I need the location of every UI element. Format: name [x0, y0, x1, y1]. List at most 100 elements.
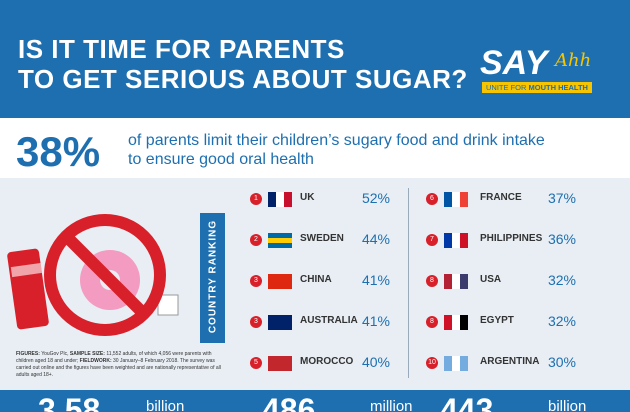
rank-badge: 3	[250, 275, 262, 287]
flag-stripe	[452, 274, 460, 289]
flag-stripe	[444, 356, 452, 371]
country-name: ARGENTINA	[480, 356, 540, 367]
ranking-row: 8 EGYPT 32%	[426, 312, 586, 332]
flag-stripe	[284, 274, 292, 289]
footnote-text: 11,552 adults, of which 4,056 were paren…	[16, 351, 212, 364]
percent: 37%	[547, 190, 576, 206]
rank-badge: 8	[426, 275, 438, 287]
stat-number: 3.58	[38, 392, 101, 412]
flag-stripe	[460, 315, 468, 330]
footnote-text: 30 January–8 February 2018. The survey w…	[16, 358, 221, 378]
country-name: UK	[300, 192, 315, 203]
flag-stripe	[276, 274, 284, 289]
flag	[268, 356, 292, 371]
flag	[444, 233, 468, 248]
headline-text-line: of parents limit their children’s sugary…	[128, 132, 545, 149]
rank-badge: 3	[250, 316, 262, 328]
ranking-row: 2 SWEDEN 44%	[250, 230, 410, 250]
stat-unit: billion	[146, 398, 185, 412]
ranking-label: COUNTRY RANKING	[207, 219, 219, 334]
flag-stripe	[452, 233, 460, 248]
flag-stripe	[284, 356, 292, 371]
flag	[268, 315, 292, 330]
country-name: USA	[480, 274, 502, 285]
flag-stripe	[444, 233, 452, 248]
footnote: FIGURES: YouGov Plc, SAMPLE SIZE: 11,552…	[16, 351, 226, 379]
tagline-prefix: UNITE FOR	[486, 83, 527, 92]
ranking-label-box	[200, 213, 225, 343]
percent: 32%	[547, 313, 576, 329]
country-name: EGYPT	[480, 315, 514, 326]
percent: 36%	[547, 231, 576, 247]
flag-stripe	[268, 315, 276, 330]
rank-badge: 5	[250, 357, 262, 369]
footnote-text: YouGov Plc,	[39, 351, 70, 357]
rank-badge: 8	[426, 316, 438, 328]
stat-number: 443	[440, 392, 494, 412]
flag-stripe	[268, 238, 292, 243]
flag-stripe	[284, 315, 292, 330]
logo-main: SAY	[480, 44, 548, 82]
footnote-label: FIELDWORK:	[79, 358, 112, 364]
ranking-row: 3 AUSTRALIA 41%	[250, 312, 410, 332]
flag	[444, 315, 468, 330]
column-divider	[408, 188, 409, 378]
logo-tagline: UNITE FOR MOUTH HEALTH	[482, 82, 592, 93]
flag-stripe	[460, 233, 468, 248]
percent: 41%	[361, 272, 390, 288]
ranking-row: 10 ARGENTINA 30%	[426, 353, 586, 373]
country-name: FRANCE	[480, 192, 522, 203]
stat-unit: million	[370, 398, 413, 412]
flag-stripe	[444, 315, 452, 330]
percent: 40%	[361, 354, 390, 370]
flag-stripe	[268, 192, 276, 207]
rank-badge: 7	[426, 234, 438, 246]
ranking-row: 5 MOROCCO 40%	[250, 353, 410, 373]
flag-stripe	[444, 274, 452, 289]
flag-stripe	[268, 274, 276, 289]
flag	[444, 192, 468, 207]
country-name: MOROCCO	[300, 356, 354, 367]
flag-stripe	[452, 192, 460, 207]
flag-stripe	[268, 243, 292, 248]
percent: 41%	[361, 313, 390, 329]
flag-stripe	[452, 356, 460, 371]
ranking-row: 3 CHINA 41%	[250, 271, 410, 291]
rank-badge: 10	[426, 357, 438, 369]
flag-stripe	[276, 356, 284, 371]
flag	[268, 274, 292, 289]
rank-badge: 1	[250, 193, 262, 205]
header-band	[0, 0, 630, 118]
stat-number: 486	[262, 392, 316, 412]
bottom-band	[0, 390, 630, 412]
tagline-bold: MOUTH HEALTH	[528, 83, 588, 92]
headline-stat: 38%	[16, 128, 101, 175]
country-name: PHILIPPINES	[480, 233, 543, 244]
percent: 30%	[547, 354, 576, 370]
rank-badge: 2	[250, 234, 262, 246]
flag	[444, 274, 468, 289]
flag-stripe	[268, 356, 276, 371]
flag	[268, 192, 292, 207]
flag-stripe	[444, 192, 452, 207]
title-line: TO GET SERIOUS ABOUT SUGAR?	[18, 64, 468, 94]
percent: 52%	[361, 190, 390, 206]
logo-script: Ahh	[555, 50, 592, 71]
flag-stripe	[268, 233, 292, 238]
ranking-row: 8 USA 32%	[426, 271, 586, 291]
flag-stripe	[276, 315, 284, 330]
footnote-label: SAMPLE SIZE:	[69, 351, 105, 357]
flag-stripe	[460, 274, 468, 289]
rank-badge: 6	[426, 193, 438, 205]
flag-stripe	[460, 356, 468, 371]
country-name: SWEDEN	[300, 233, 344, 244]
flag-stripe	[284, 192, 292, 207]
footnote-label: FIGURES:	[16, 351, 40, 357]
ranking-row: 6 FRANCE 37%	[426, 189, 586, 209]
stat-unit: billion	[548, 398, 587, 412]
flag-stripe	[276, 192, 284, 207]
ranking-row: 7 PHILIPPINES 36%	[426, 230, 586, 250]
country-name: CHINA	[300, 274, 332, 285]
flag-stripe	[460, 192, 468, 207]
